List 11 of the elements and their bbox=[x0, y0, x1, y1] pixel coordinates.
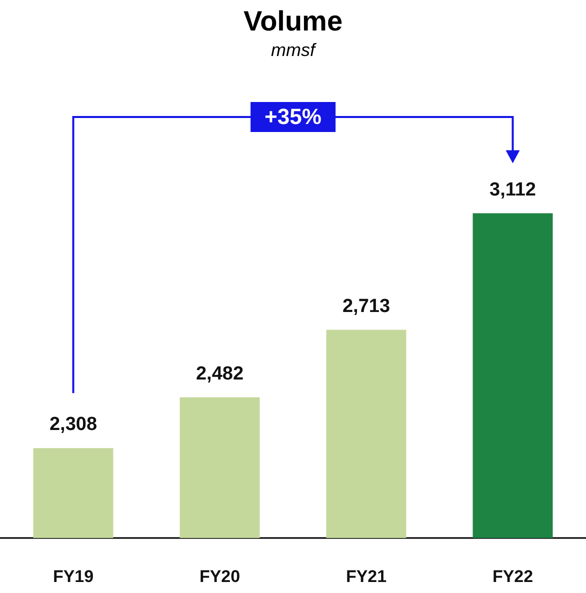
x-tick-label: FY22 bbox=[492, 567, 534, 586]
chart-subtitle: mmsf bbox=[271, 40, 317, 60]
annotation: +35% bbox=[250, 102, 336, 132]
x-tick-label: FY20 bbox=[199, 567, 240, 586]
x-tick-label: FY21 bbox=[346, 567, 387, 586]
data-label: 2,482 bbox=[196, 363, 244, 384]
x-tick-label: FY19 bbox=[52, 567, 94, 586]
data-label: 2,713 bbox=[342, 296, 390, 317]
data-label: 2,308 bbox=[49, 414, 98, 436]
data-label: 3,112 bbox=[490, 179, 536, 200]
chart-title: Volume bbox=[243, 6, 343, 36]
